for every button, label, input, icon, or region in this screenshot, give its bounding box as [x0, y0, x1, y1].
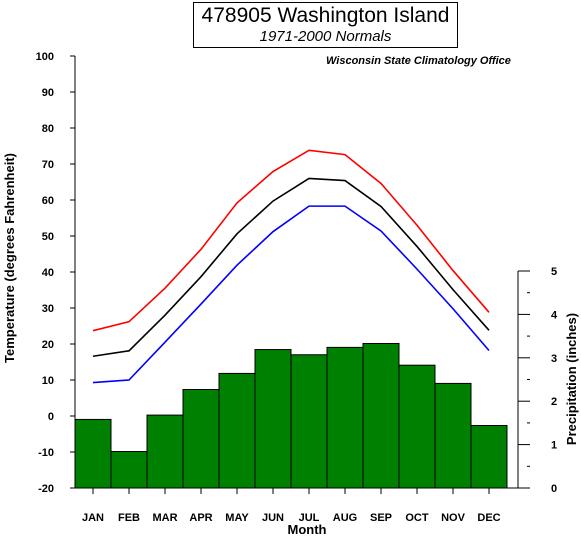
- x-tick-label-oct: OCT: [405, 512, 429, 524]
- y-left-tick-label: 60: [42, 195, 54, 207]
- y-right-tick-label: 4: [551, 309, 558, 321]
- x-tick-label-may: MAY: [225, 512, 249, 524]
- precip-bar-dec: [470, 425, 508, 489]
- y-left-tick-label: 40: [42, 267, 54, 279]
- y-left-tick-label: 100: [36, 51, 54, 63]
- x-tick-label-nov: NOV: [441, 512, 466, 524]
- x-tick-label-feb: FEB: [118, 512, 140, 524]
- y-right-tick-label: 1: [551, 440, 557, 452]
- y-left-tick-label: 70: [42, 159, 54, 171]
- x-tick-label-sep: SEP: [370, 512, 392, 524]
- x-tick-label-dec: DEC: [477, 512, 500, 524]
- y-right-tick-label: 5: [551, 266, 557, 278]
- y-left-tick-label: 10: [42, 375, 54, 387]
- x-tick-label-jan: JAN: [82, 512, 104, 524]
- precip-bar-aug: [326, 346, 364, 489]
- y-left-tick-label: 90: [42, 87, 54, 99]
- y-left-tick-label: 20: [42, 339, 54, 351]
- y-right-tick-label: 3: [551, 353, 557, 365]
- y-left-tick-label: 0: [48, 411, 54, 423]
- temperature-line-mean: [92, 177, 490, 358]
- y-left-tick-label: -10: [38, 447, 54, 459]
- x-tick-label-aug: AUG: [333, 512, 357, 524]
- x-tick-label-apr: APR: [189, 512, 212, 524]
- temperature-line-min: [92, 205, 490, 384]
- precip-bar-jan: [74, 418, 112, 489]
- x-tick-label-jun: JUN: [262, 512, 284, 524]
- y-left-tick-label: 80: [42, 123, 54, 135]
- precip-bar-jul: [290, 354, 328, 489]
- precip-bar-nov: [434, 382, 472, 489]
- precip-bar-may: [218, 372, 256, 489]
- y-left-tick-label: 50: [42, 231, 54, 243]
- precip-bar-jun: [254, 349, 292, 489]
- precip-bar-oct: [398, 364, 436, 489]
- precip-bar-feb: [110, 451, 148, 489]
- title-box: 478905 Washington Island 1971-2000 Norma…: [193, 2, 458, 48]
- chart-title: 478905 Washington Island: [201, 4, 450, 27]
- precip-bar-apr: [182, 388, 220, 489]
- x-axis-label: Month: [288, 522, 327, 537]
- x-tick-label-jul: JUL: [299, 512, 320, 524]
- precipitation-bars: [74, 342, 508, 489]
- y-left-tick-label: -20: [38, 483, 54, 495]
- temperature-lines: [92, 149, 490, 384]
- precip-bar-sep: [362, 342, 400, 489]
- y-axis-right-label: Precipitation (inches): [564, 313, 579, 445]
- y-left-tick-label: 30: [42, 303, 54, 315]
- chart-subtitle: 1971-2000 Normals: [259, 28, 392, 45]
- y-axis-left-label: Temperature (degrees Fahrenheit): [2, 153, 17, 363]
- y-right-tick-label: 2: [551, 396, 557, 408]
- y-right-tick-label: 0: [551, 483, 557, 495]
- source-label: Wisconsin State Climatology Office: [326, 55, 511, 67]
- precip-bar-mar: [146, 414, 184, 489]
- x-tick-label-mar: MAR: [152, 512, 177, 524]
- temperature-line-max: [92, 149, 490, 332]
